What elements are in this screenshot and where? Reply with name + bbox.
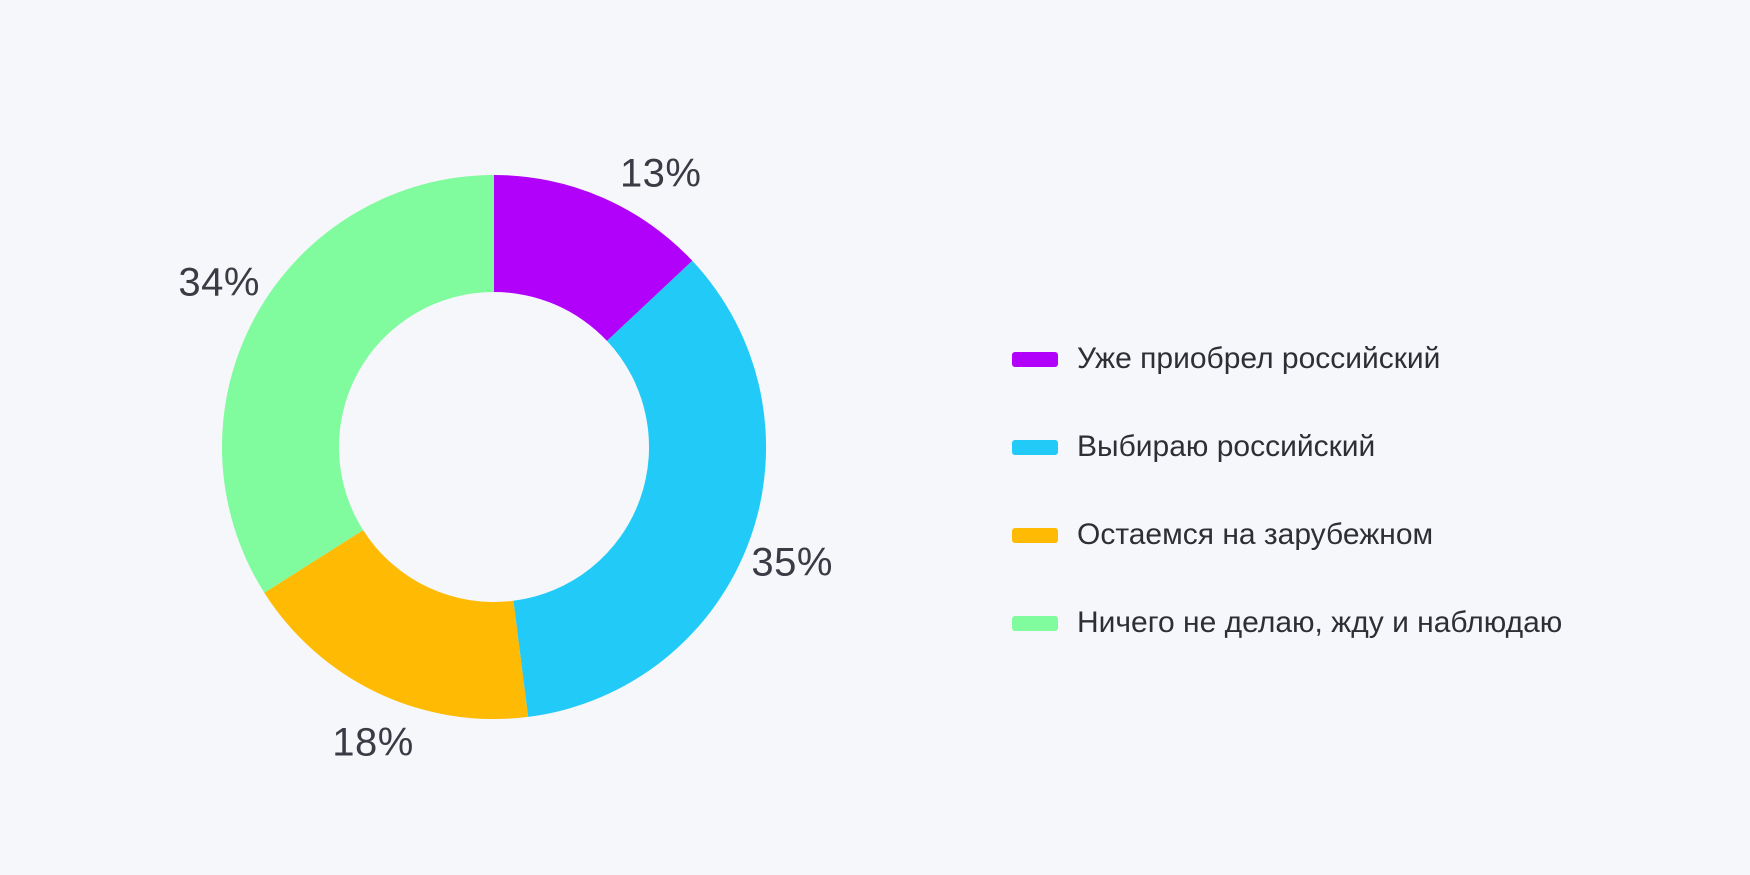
legend-item-2[interactable]: Остаемся на зарубежном — [1012, 518, 1562, 551]
legend-swatch-2 — [1012, 527, 1058, 543]
legend-label-0: Уже приобрел российский — [1077, 342, 1441, 375]
pie-slice-0[interactable] — [494, 175, 693, 341]
slice-label-1: 35% — [751, 540, 833, 585]
legend-swatch-3 — [1012, 615, 1058, 631]
slice-label-3: 34% — [178, 260, 260, 305]
legend-swatch-1 — [1012, 439, 1058, 455]
legend-label-1: Выбираю российский — [1077, 430, 1376, 463]
pie-slice-2[interactable] — [264, 530, 529, 720]
legend-item-1[interactable]: Выбираю российский — [1012, 430, 1562, 463]
legend-item-3[interactable]: Ничего не делаю, жду и наблюдаю — [1012, 606, 1563, 639]
slice-label-0: 13% — [619, 151, 702, 196]
pie-slice-1[interactable] — [513, 260, 767, 717]
legend-swatch-0 — [1012, 351, 1058, 367]
legend-label-2: Остаемся на зарубежном — [1077, 518, 1434, 551]
legend-item-0[interactable]: Уже приобрел российский — [1012, 342, 1562, 375]
legend: Уже приобрел российский Выбираю российск… — [1012, 342, 1563, 639]
legend-label-3: Ничего не делаю, жду и наблюдаю — [1077, 606, 1563, 639]
pie-slice-3[interactable] — [221, 175, 494, 593]
slice-label-2: 18% — [332, 720, 414, 765]
